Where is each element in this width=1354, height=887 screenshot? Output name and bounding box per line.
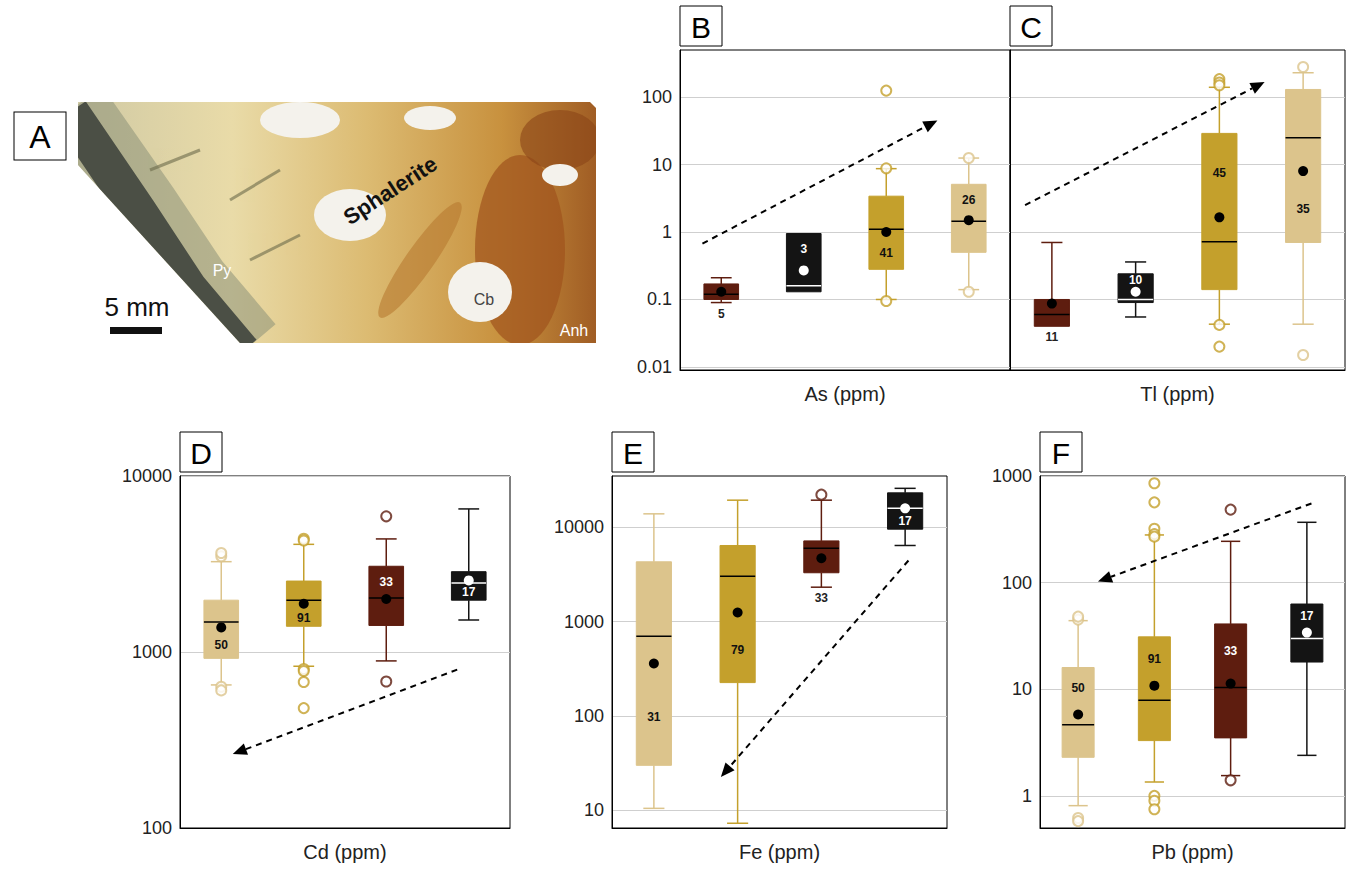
svg-text:1000: 1000	[564, 612, 604, 632]
svg-text:1: 1	[662, 222, 672, 242]
svg-text:50: 50	[1071, 681, 1085, 695]
svg-text:Tl (ppm): Tl (ppm)	[1140, 383, 1214, 405]
svg-text:3: 3	[800, 242, 807, 256]
svg-text:C: C	[1020, 11, 1042, 44]
svg-text:10: 10	[1129, 273, 1143, 287]
svg-text:17: 17	[462, 585, 476, 599]
svg-text:0.01: 0.01	[637, 357, 672, 377]
svg-text:100: 100	[1002, 573, 1032, 593]
svg-text:10: 10	[652, 155, 672, 175]
svg-text:26: 26	[962, 193, 976, 207]
svg-text:41: 41	[880, 246, 894, 260]
svg-text:11: 11	[1046, 330, 1059, 344]
svg-text:45: 45	[1213, 166, 1227, 180]
svg-text:91: 91	[297, 611, 311, 625]
svg-text:Py: Py	[213, 262, 232, 279]
svg-text:Pb (ppm): Pb (ppm)	[1151, 841, 1233, 863]
svg-text:79: 79	[731, 643, 745, 657]
svg-text:10: 10	[1012, 679, 1032, 699]
svg-text:33: 33	[815, 591, 829, 605]
svg-text:Sphalerite: Sphalerite	[339, 151, 442, 230]
svg-text:100: 100	[642, 87, 672, 107]
svg-text:100: 100	[142, 818, 172, 838]
svg-text:10: 10	[584, 800, 604, 820]
svg-text:E: E	[623, 437, 643, 470]
svg-text:33: 33	[380, 575, 394, 589]
svg-text:50: 50	[215, 638, 229, 652]
svg-text:17: 17	[1300, 609, 1314, 623]
svg-text:10000: 10000	[122, 466, 172, 486]
svg-text:1000: 1000	[132, 642, 172, 662]
svg-text:B: B	[691, 11, 711, 44]
svg-text:Cd (ppm): Cd (ppm)	[303, 841, 386, 863]
svg-text:17: 17	[898, 514, 912, 528]
svg-text:Fe (ppm): Fe (ppm)	[739, 841, 820, 863]
svg-text:0.1: 0.1	[647, 289, 672, 309]
svg-text:100: 100	[574, 706, 604, 726]
svg-text:Cb: Cb	[474, 291, 495, 308]
svg-text:10000: 10000	[554, 517, 604, 537]
svg-text:5: 5	[718, 307, 725, 321]
svg-text:As (ppm): As (ppm)	[804, 383, 885, 405]
svg-text:31: 31	[647, 710, 661, 724]
svg-text:35: 35	[1296, 202, 1310, 216]
svg-text:1: 1	[1022, 786, 1032, 806]
svg-text:D: D	[190, 437, 212, 470]
svg-text:1000: 1000	[992, 466, 1032, 486]
svg-text:Anh: Anh	[560, 322, 588, 339]
svg-text:33: 33	[1224, 644, 1238, 658]
svg-text:A: A	[29, 119, 51, 155]
svg-text:5 mm: 5 mm	[105, 292, 170, 322]
svg-text:91: 91	[1148, 652, 1162, 666]
svg-text:F: F	[1052, 437, 1070, 470]
